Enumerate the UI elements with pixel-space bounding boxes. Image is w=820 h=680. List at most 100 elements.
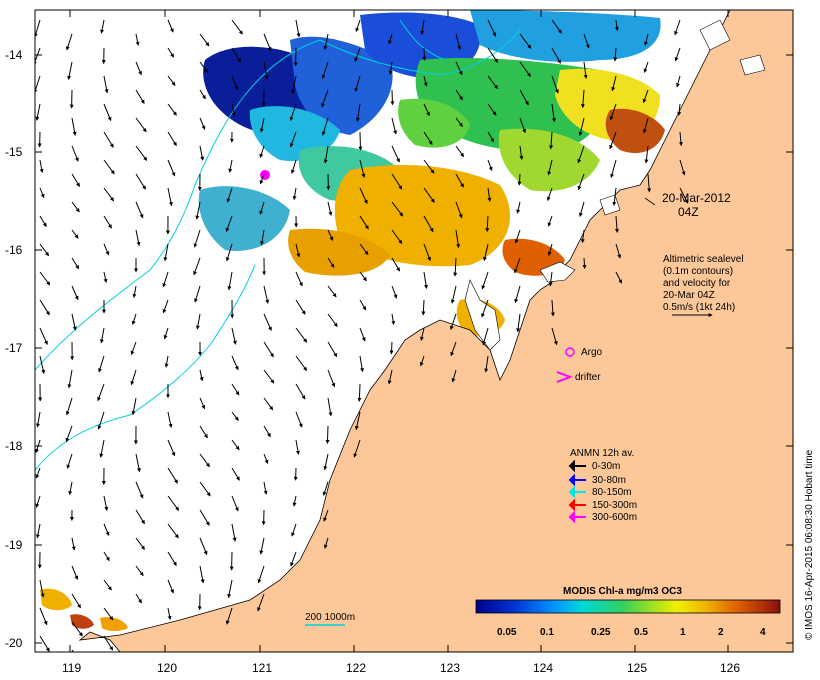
velocity-arrow [451, 369, 457, 383]
velocity-arrow [35, 495, 41, 508]
velocity-arrow [163, 243, 169, 262]
velocity-arrow [354, 47, 361, 63]
velocity-arrow [71, 145, 79, 162]
velocity-arrow [322, 481, 329, 496]
velocity-arrow [263, 425, 271, 438]
velocity-arrow [327, 369, 336, 388]
velocity-arrow [481, 299, 489, 318]
velocity-arrow [71, 285, 79, 301]
velocity-arrow [643, 61, 649, 73]
velocity-arrow [65, 33, 73, 51]
velocity-arrow [549, 131, 554, 150]
velocity-arrow [259, 117, 265, 133]
velocity-arrow [615, 243, 622, 259]
velocity-arrow [359, 187, 368, 205]
velocity-arrow [546, 187, 553, 202]
velocity-arrow [292, 495, 297, 507]
velocity-arrow [583, 61, 588, 79]
velocity-arrow [231, 495, 239, 512]
velocity-arrow [39, 159, 44, 174]
velocity-arrow [36, 411, 41, 428]
svg-text:2: 2 [718, 627, 724, 638]
velocity-arrow [199, 425, 208, 439]
velocity-arrow [353, 439, 361, 458]
legend-note-line-3: and velocity for [663, 278, 731, 289]
velocity-arrow [679, 187, 689, 204]
velocity-arrow [231, 75, 239, 91]
velocity-arrow [388, 33, 393, 45]
velocity-arrow [516, 201, 521, 214]
velocity-arrow [355, 103, 361, 122]
velocity-arrow [295, 327, 308, 343]
velocity-arrow [39, 243, 50, 257]
velocity-arrow [263, 453, 269, 465]
velocity-arrow [390, 89, 395, 106]
velocity-arrow [295, 299, 306, 315]
velocity-arrow [357, 383, 362, 402]
svg-text:124: 124 [533, 661, 553, 675]
svg-text:-14: -14 [5, 48, 23, 62]
velocity-arrow [135, 537, 145, 550]
velocity-arrow [98, 355, 105, 373]
velocity-arrow [453, 257, 458, 277]
velocity-arrow [259, 145, 265, 159]
velocity-arrow [257, 593, 265, 612]
anmn-item-1: 0-30m [592, 461, 620, 472]
velocity-arrow [513, 257, 521, 274]
velocity-arrow [103, 523, 110, 537]
velocity-arrow [359, 215, 369, 230]
velocity-arrow [199, 145, 205, 161]
velocity-arrow [421, 299, 426, 316]
velocity-arrow [162, 299, 169, 314]
velocity-arrow [481, 271, 489, 290]
velocity-arrow [519, 145, 524, 160]
velocity-arrow [39, 271, 51, 286]
velocity-arrow [391, 285, 398, 299]
velocity-arrow [423, 215, 434, 233]
velocity-arrow [167, 467, 178, 484]
velocity-arrow [359, 271, 367, 282]
velocity-arrow [644, 145, 649, 164]
velocity-arrow [225, 607, 233, 625]
velocity-arrow [325, 425, 330, 444]
velocity-arrow [66, 453, 73, 469]
velocity-arrow [135, 453, 141, 473]
velocity-arrow [391, 145, 400, 163]
velocity-arrow [577, 145, 585, 164]
velocity-arrow [679, 159, 686, 176]
velocity-arrow [225, 243, 233, 262]
velocity-arrow [135, 173, 146, 190]
velocity-arrow [514, 229, 521, 244]
velocity-arrow [519, 89, 529, 106]
velocity-arrow [167, 187, 173, 207]
velocity-arrow [71, 173, 80, 187]
velocity-arrow [355, 19, 361, 33]
velocity-arrow [39, 327, 48, 346]
velocity-arrow [199, 89, 206, 100]
velocity-arrow [487, 103, 497, 116]
velocity-arrow [580, 89, 585, 109]
velocity-arrow [163, 327, 169, 340]
velocity-arrow [135, 201, 144, 219]
velocity-arrow [327, 313, 338, 328]
velocity-arrow [263, 341, 274, 358]
velocity-arrow [35, 467, 41, 479]
velocity-arrow [611, 75, 617, 92]
velocity-arrow [389, 341, 394, 355]
velocity-arrow [547, 159, 553, 176]
velocity-arrow [449, 313, 457, 331]
anmn-legend-arrows [568, 459, 586, 524]
velocity-arrow [231, 19, 243, 35]
svg-text:-17: -17 [5, 341, 23, 355]
velocity-arrow [455, 117, 463, 128]
velocity-arrow [167, 131, 177, 147]
velocity-arrow [67, 61, 73, 81]
velocity-arrow [580, 229, 585, 244]
velocity-arrow [39, 635, 50, 652]
velocity-arrow [548, 271, 553, 287]
velocity-arrow [167, 47, 175, 58]
velocity-arrow [295, 271, 303, 287]
velocity-arrow [263, 61, 269, 80]
velocity-arrow [676, 75, 681, 88]
velocity-arrow [199, 537, 208, 556]
